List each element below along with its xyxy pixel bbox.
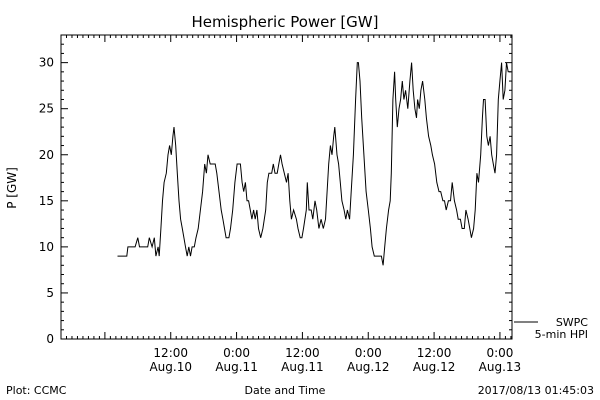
x-tick-time-label: 0:00: [223, 346, 250, 360]
footer-plot-credit: Plot: CCMC: [6, 384, 67, 397]
plot-frame: [60, 34, 513, 340]
y-tick-label: 20: [39, 148, 54, 162]
y-tick-labels: 0 5 10 15 20 25 30: [39, 56, 54, 346]
y-tick-label: 15: [39, 194, 54, 208]
legend: SWPC 5-min HPI: [514, 316, 588, 341]
x-tick-date-label: Aug.12: [347, 360, 390, 374]
x-tick-date-label: Aug.11: [215, 360, 258, 374]
x-tick-date-label: Aug.10: [149, 360, 192, 374]
legend-entry-5min-hpi: 5-min HPI: [535, 328, 588, 341]
y-tick-label: 10: [39, 240, 54, 254]
y-tick-label: 5: [46, 286, 54, 300]
x-tick-date-label: Aug.12: [413, 360, 456, 374]
chart-title: Hemispheric Power [GW]: [192, 13, 379, 31]
axis-ticks: [60, 34, 512, 340]
footer-timestamp: 2017/08/13 01:45:03: [478, 384, 594, 397]
x-tick-date-label: Aug.11: [281, 360, 324, 374]
y-tick-label: 30: [39, 56, 54, 70]
x-axis-label: Date and Time: [245, 384, 326, 397]
y-axis-label: P [GW]: [5, 167, 19, 209]
y-tick-label: 25: [39, 102, 54, 116]
series-line-swpc: [117, 62, 511, 266]
x-tick-time-label: 12:00: [153, 346, 188, 360]
x-tick-time-label: 12:00: [417, 346, 452, 360]
legend-entry-swpc: SWPC: [556, 316, 588, 329]
x-tick-time-label: 0:00: [355, 346, 382, 360]
x-tick-time-label: 0:00: [486, 346, 513, 360]
x-tick-date-label: Aug.13: [479, 360, 522, 374]
y-axis-label-group: P [GW]: [5, 167, 19, 209]
y-tick-label: 0: [46, 332, 54, 346]
x-tick-time-label: 12:00: [285, 346, 320, 360]
x-tick-labels: 12:00Aug.100:00Aug.1112:00Aug.110:00Aug.…: [149, 346, 521, 374]
